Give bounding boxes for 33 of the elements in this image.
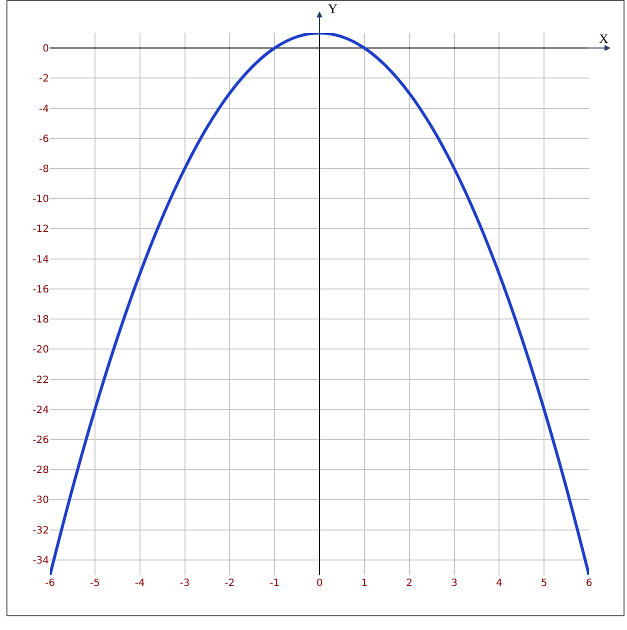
x-tick-label: 2 (406, 578, 413, 589)
x-tick-label: 6 (586, 578, 592, 589)
y-tick-label: -6 (39, 134, 49, 145)
y-tick-label: -14 (32, 254, 49, 266)
line-series (50, 33, 589, 575)
y-tick-label: -32 (32, 525, 49, 536)
x-tick-label: 4 (496, 578, 502, 589)
y-tick-label: -26 (32, 435, 49, 446)
x-tick-label: -4 (134, 578, 145, 589)
x-tick-label: -2 (224, 578, 235, 589)
x-tick-label: 1 (361, 578, 368, 589)
y-tick-label: -28 (32, 465, 49, 476)
y-tick-label: -24 (32, 404, 49, 416)
y-tick-label: -34 (32, 555, 49, 566)
y-tick-label: 0 (42, 44, 49, 55)
y-tick-label: -16 (32, 284, 49, 296)
x-tick-label: 3 (451, 578, 458, 589)
x-tick-label: -3 (180, 578, 190, 589)
x-tick-label: 0 (316, 578, 323, 589)
x-tick-label: 5 (540, 578, 548, 589)
x-axis-title: X (599, 31, 609, 46)
y-tick-label: -22 (32, 374, 49, 386)
y-tick-label: -18 (32, 314, 49, 326)
y-tick-label: -12 (32, 224, 49, 236)
y-axis-title: Y (328, 1, 338, 16)
y-tick-label: -4 (39, 104, 49, 115)
y-tick-label: -2 (39, 74, 49, 85)
y-tick-label: -10 (32, 194, 49, 206)
x-tick-label: -5 (90, 578, 100, 589)
y-tick-label: -8 (39, 164, 49, 175)
y-tick-label: -20 (32, 344, 49, 356)
y-tick-label: -30 (32, 495, 49, 506)
x-tick-label: -1 (270, 578, 280, 589)
